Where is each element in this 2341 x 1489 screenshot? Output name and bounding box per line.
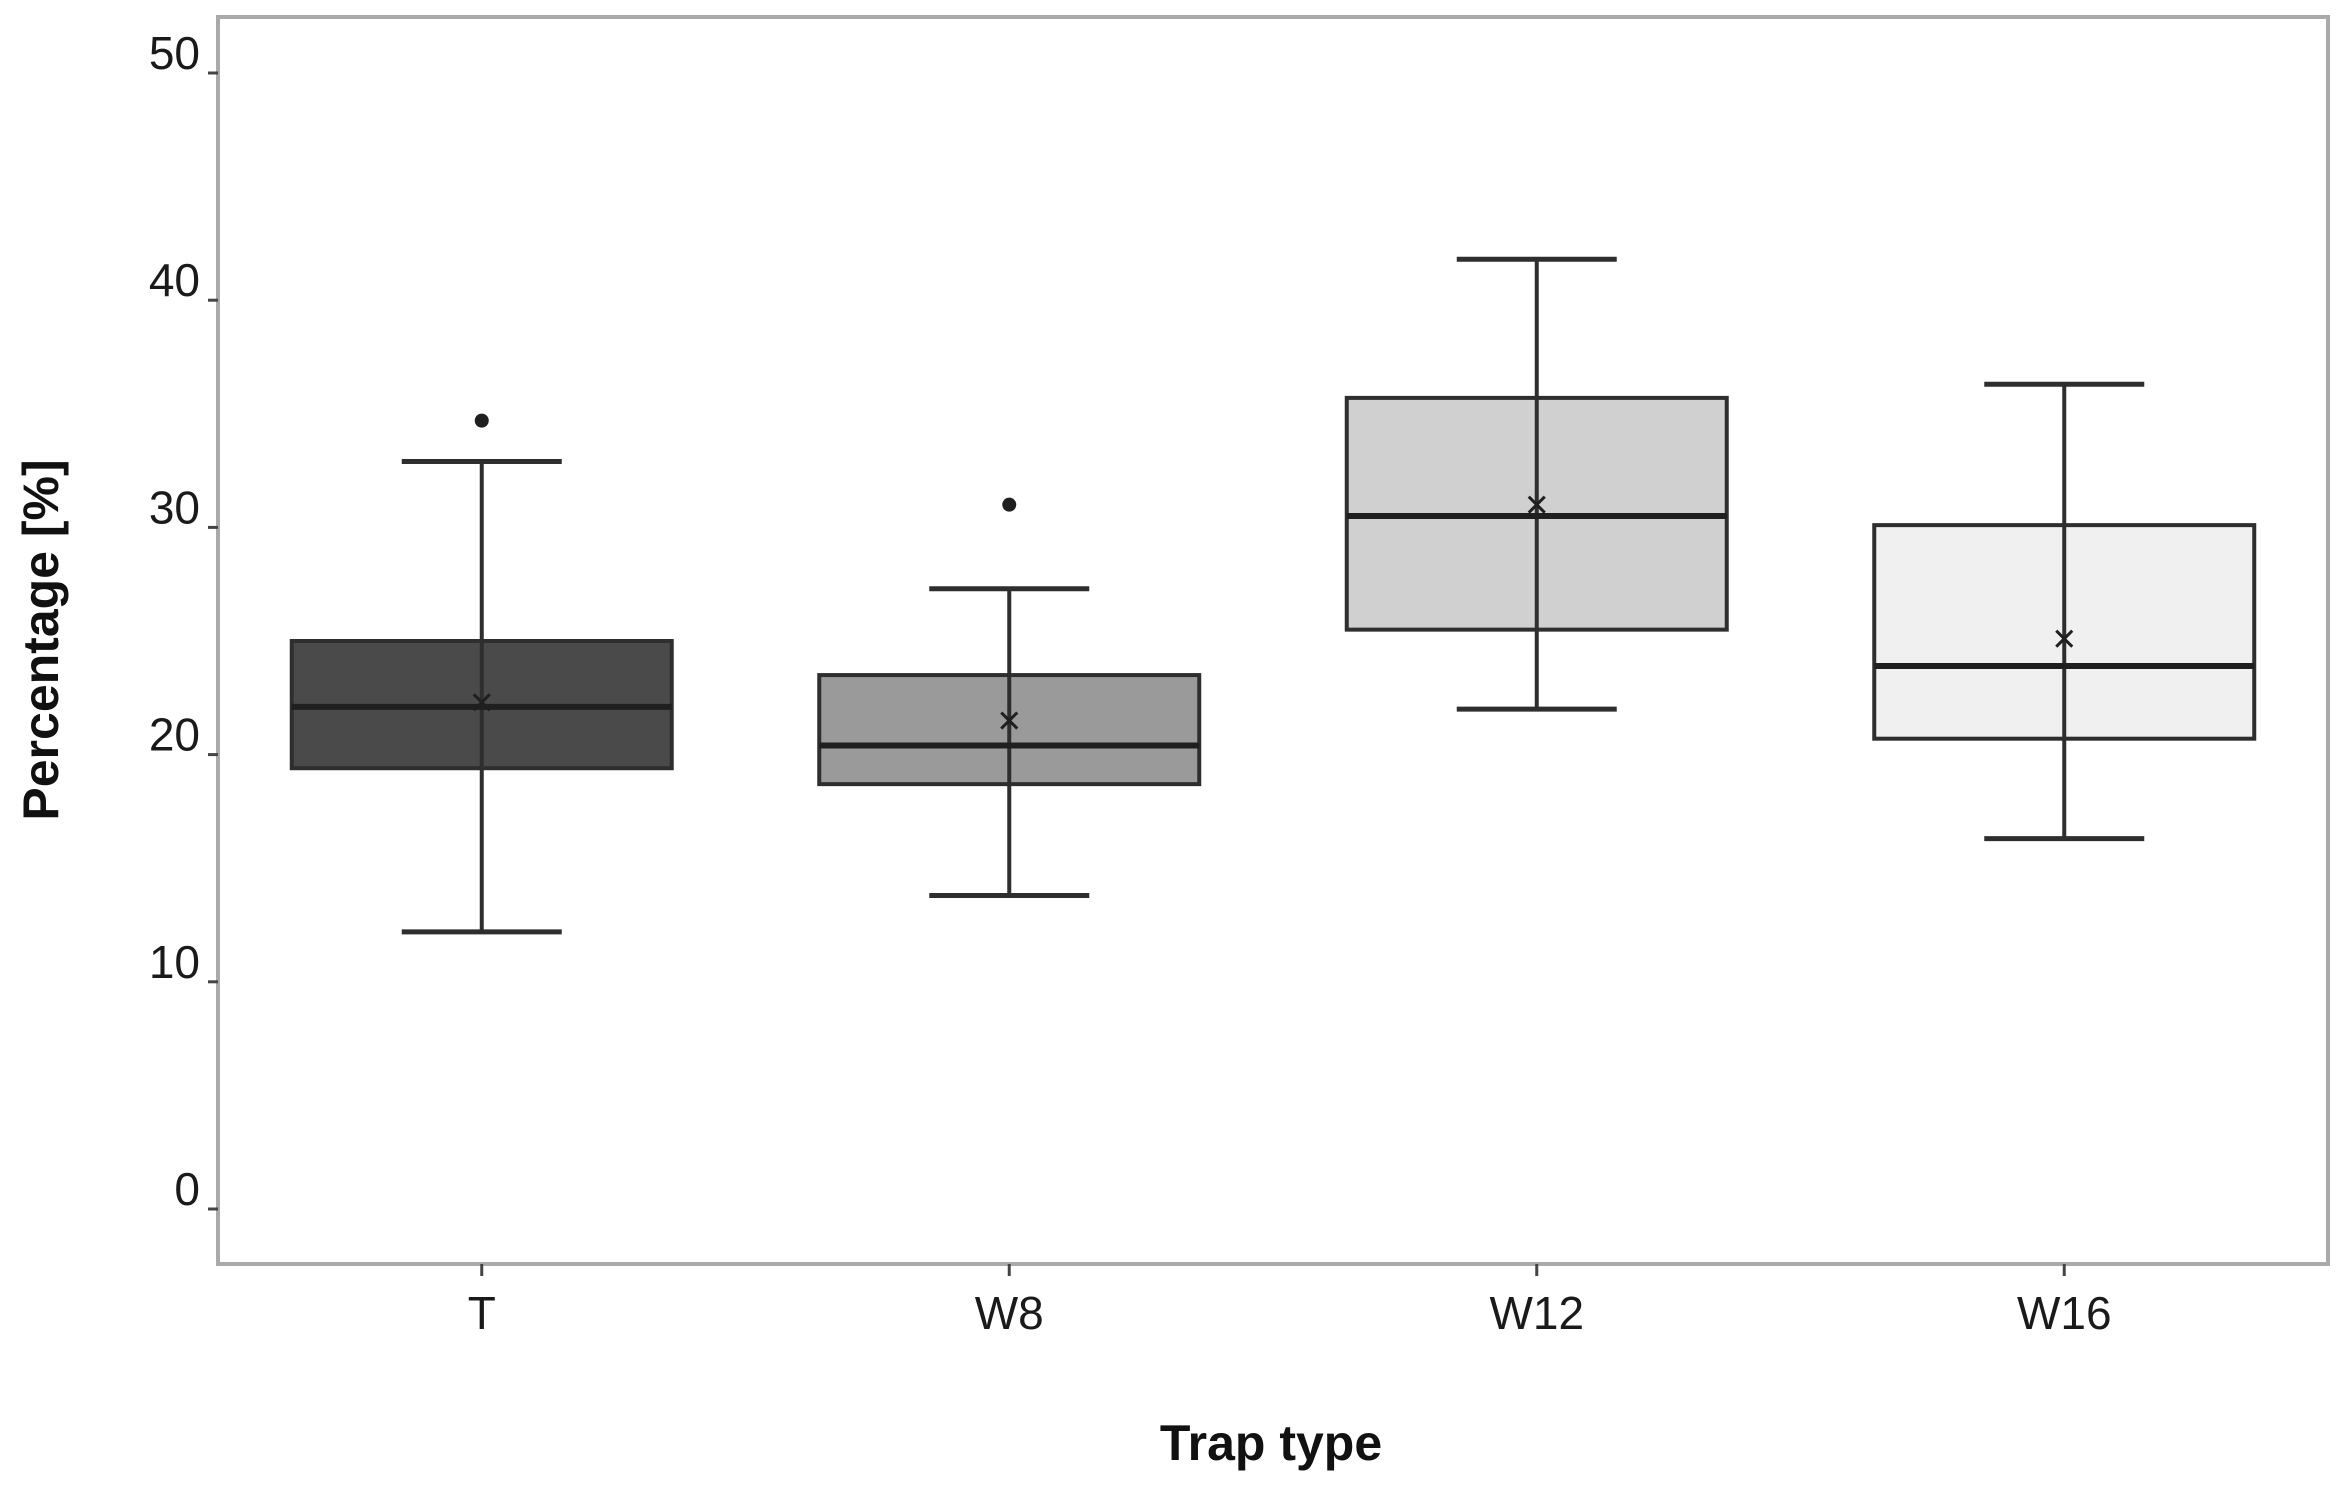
outlier-point (1002, 497, 1017, 512)
y-tick-label: 50 (149, 27, 200, 79)
y-tick-label: 30 (149, 481, 200, 533)
x-tick-label: T (468, 1287, 496, 1339)
x-tick-label: W12 (1489, 1287, 1584, 1339)
box-w16 (1872, 381, 2257, 842)
y-tick-label: 0 (174, 1163, 200, 1215)
y-axis-title: Percentage [%] (13, 459, 69, 820)
mean-marker (2055, 629, 2074, 648)
box-t (289, 413, 674, 935)
mean-marker (1000, 711, 1019, 730)
y-axis: 0 10 20 30 40 50 (149, 27, 218, 1215)
x-axis-title: Trap type (1160, 1415, 1382, 1471)
x-tick-label: W8 (975, 1287, 1044, 1339)
box-w8 (817, 497, 1202, 898)
outlier-point (474, 413, 489, 428)
mean-marker (1527, 495, 1546, 514)
y-tick-label: 10 (149, 936, 200, 988)
box-series (289, 256, 2257, 935)
y-tick-label: 40 (149, 254, 200, 306)
mean-marker (472, 693, 491, 712)
box-w12 (1344, 256, 1729, 712)
x-tick-label: W16 (2017, 1287, 2112, 1339)
y-tick-label: 20 (149, 709, 200, 761)
x-axis: T W8 W12 W16 (468, 1264, 2112, 1339)
